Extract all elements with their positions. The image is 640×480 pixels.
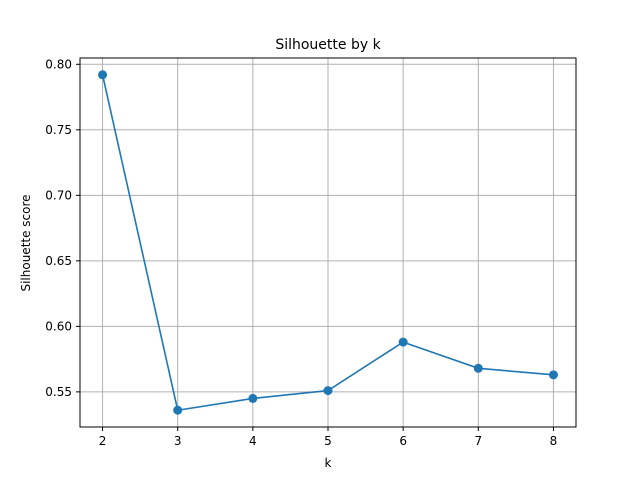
plot-frame <box>79 57 577 428</box>
x-tick-label: 3 <box>174 434 182 448</box>
ticks-layer: 2 3 4 5 6 7 8 0.55 0.60 0.65 0.70 0.75 0.80 <box>45 57 557 448</box>
y-tick-label: 0.75 <box>45 123 72 137</box>
x-tick-label: 4 <box>249 434 257 448</box>
x-tick-label: 7 <box>474 434 482 448</box>
data-point <box>398 337 408 347</box>
data-point <box>98 70 108 80</box>
y-tick-label: 0.80 <box>45 57 72 71</box>
data-point <box>548 370 558 380</box>
data-point <box>173 405 183 415</box>
y-axis-label: Silhouette score <box>19 194 33 291</box>
x-tick-label: 6 <box>399 434 407 448</box>
x-axis-label: k <box>325 456 332 470</box>
x-tick-label: 5 <box>324 434 332 448</box>
x-tick-label: 2 <box>99 434 107 448</box>
grid-layer <box>80 58 576 427</box>
data-point <box>473 363 483 373</box>
y-tick-label: 0.65 <box>45 254 72 268</box>
series-layer <box>98 70 558 415</box>
y-tick-label: 0.70 <box>45 188 72 202</box>
data-point <box>323 386 333 396</box>
x-tick-label: 8 <box>550 434 558 448</box>
y-tick-label: 0.55 <box>45 385 72 399</box>
chart-title: Silhouette by k <box>275 37 381 53</box>
y-tick-label: 0.60 <box>45 319 72 333</box>
data-point <box>248 393 258 403</box>
